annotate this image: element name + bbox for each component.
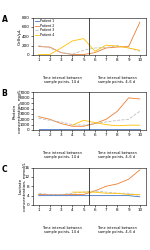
Text: A: A [2, 14, 7, 24]
Text: C: C [2, 164, 7, 173]
Legend: Patient 1, Patient 2, Patient 3, Patient 4: Patient 1, Patient 2, Patient 3, Patient… [35, 19, 54, 37]
Text: Time interval between
sample points, 4–6 d: Time interval between sample points, 4–6… [97, 226, 137, 234]
Text: Time interval between
sample points, 14 d: Time interval between sample points, 14 … [42, 226, 82, 234]
Y-axis label: Cells/μL: Cells/μL [18, 28, 22, 45]
Text: Time interval between
sample points, 4–6 d: Time interval between sample points, 4–6… [97, 76, 137, 84]
Text: Time interval between
sample points, 14 d: Time interval between sample points, 14 … [42, 76, 82, 84]
Y-axis label: Lactate
concentration, mmol/L: Lactate concentration, mmol/L [18, 162, 27, 211]
Text: B: B [2, 90, 7, 98]
Text: Time interval between
sample points, 4–6 d: Time interval between sample points, 4–6… [97, 150, 137, 159]
Text: Time interval between
sample points, 14 d: Time interval between sample points, 14 … [42, 150, 82, 159]
Y-axis label: Protein
concentration, mg/L: Protein concentration, mg/L [13, 89, 21, 133]
